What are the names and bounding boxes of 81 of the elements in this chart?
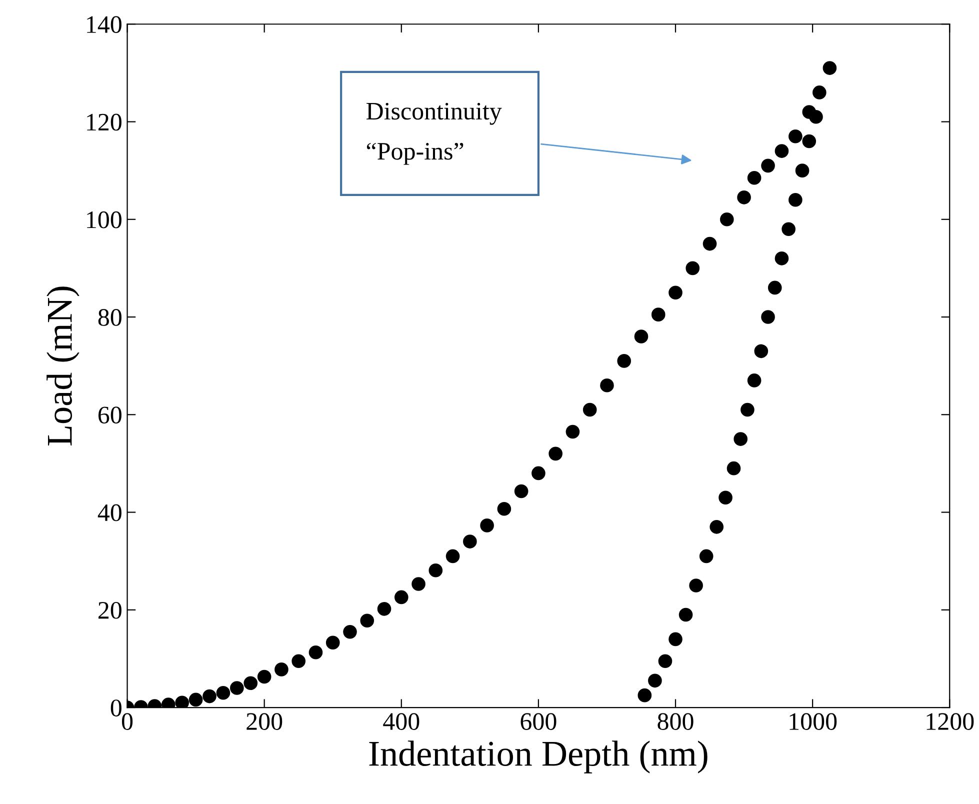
point [202,689,216,704]
point [446,549,460,564]
y-tick-label: 60 [98,406,122,424]
point [326,636,340,650]
point [617,354,632,368]
point [548,446,562,461]
point [795,164,810,178]
point [710,520,724,534]
point [726,461,741,476]
point [292,654,306,668]
point [802,134,816,148]
y-tick-label: 0 [110,700,122,716]
point [782,222,796,236]
point [480,518,494,532]
point [634,330,648,344]
point [230,681,244,695]
point [702,236,717,251]
y-tick-label: 80 [98,309,122,326]
point [812,86,826,100]
point [747,374,762,388]
point [822,61,837,75]
point [274,662,288,676]
point [761,158,775,173]
point [754,344,768,358]
point [761,310,775,324]
x-tick-label: 0 [122,713,133,730]
point [718,490,732,505]
point [216,686,230,700]
point [788,129,802,144]
point [463,534,477,548]
point [737,190,751,204]
point [689,578,703,592]
point [678,608,693,622]
point [638,688,652,702]
point [360,614,374,628]
point [600,378,614,392]
y-axis-title: Load (mN) [46,286,80,446]
x-tick-label: 800 [658,713,694,730]
point [699,549,714,564]
point [686,261,700,276]
point [244,676,258,690]
annotation: Discontinuity “Pop-ins” [366,102,502,165]
y-tick-label: 100 [87,211,122,228]
x-axis-title: Indentation Depth (nm) [369,740,708,774]
point [188,692,203,707]
point [740,402,754,417]
point [720,212,734,226]
x-tick-label: 600 [520,713,556,730]
x-tick-label: 1000 [790,713,837,730]
point [648,674,662,688]
point [774,144,789,158]
point [651,308,666,322]
point [394,590,408,604]
point [734,432,748,446]
y-tick-label: 120 [87,114,122,131]
y-tick-label: 140 [87,16,122,34]
point [175,696,189,708]
point [343,624,357,639]
point [668,632,682,646]
point [377,602,392,616]
x-tick-label: 200 [246,713,282,730]
x-tick-label: 400 [383,713,420,730]
point [747,170,762,185]
point [788,192,802,207]
point [308,645,323,660]
point [532,466,546,480]
point [658,654,672,668]
y-tick-label: 40 [98,504,122,522]
point [412,577,426,591]
point [582,402,597,417]
y-tick-label: 20 [98,602,122,619]
point [668,286,682,300]
point [768,280,782,295]
point [809,110,823,124]
point [774,252,789,266]
x-tick-label: 1200 [926,713,974,730]
point [497,502,512,516]
point [514,484,528,498]
point [428,563,443,578]
point [566,424,580,439]
point [257,670,272,684]
